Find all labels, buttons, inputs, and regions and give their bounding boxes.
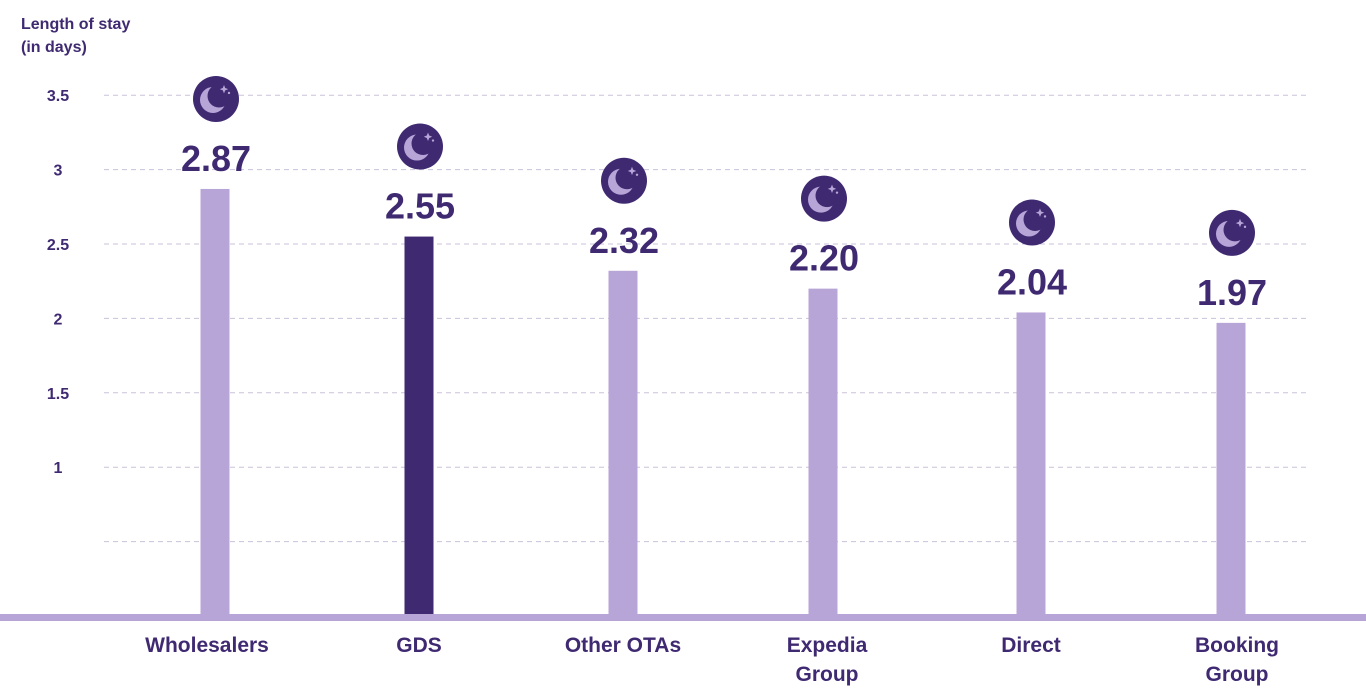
- marker-icons: [193, 75, 1255, 256]
- value-label: 1.97: [1197, 272, 1267, 313]
- x-tick-label: Booking Group: [1137, 631, 1337, 689]
- x-axis: [0, 614, 1366, 621]
- value-label: 2.87: [181, 138, 251, 179]
- moon-stars-icon: [193, 75, 239, 122]
- y-tick-label: 1.5: [47, 386, 69, 403]
- y-axis-title-line-2: (in days): [21, 39, 87, 56]
- x-tick-label-line: Other OTAs: [564, 634, 682, 657]
- y-axis-title: Length of stay (in days): [21, 13, 130, 59]
- bar: [608, 270, 638, 616]
- x-tick-label: Direct: [931, 631, 1131, 660]
- x-tick-label: Wholesalers: [107, 631, 307, 660]
- y-axis-title-line-1: Length of stay: [21, 16, 131, 33]
- x-tick-label-line: Group: [1205, 663, 1269, 686]
- x-tick-label-line: GDS: [396, 634, 442, 657]
- moon-stars-icon: [601, 157, 647, 204]
- bar: [1216, 322, 1246, 616]
- y-tick-labels: 3.5 3 2.5 2 1.5 1: [47, 88, 69, 477]
- x-tick-label: Expedia Group: [727, 631, 927, 689]
- x-axis-line: [0, 614, 1366, 621]
- bar: [808, 288, 838, 616]
- value-labels: 2.87 2.55 2.32 2.20 2.04 1.97: [181, 138, 1267, 313]
- bars: [200, 188, 1246, 616]
- bar: [1016, 312, 1046, 616]
- value-label: 2.04: [997, 261, 1067, 302]
- bar: [200, 188, 230, 616]
- y-tick-label: 3: [54, 163, 63, 180]
- y-tick-label: 3.5: [47, 88, 69, 105]
- x-tick-label-line: Group: [795, 663, 859, 686]
- x-tick-label-line: Wholesalers: [145, 634, 269, 657]
- x-tick-label-line: Expedia: [786, 634, 868, 657]
- gridlines: [104, 94, 1308, 543]
- x-tick-label: Other OTAs: [523, 631, 723, 660]
- x-tick-label-line: Direct: [1001, 634, 1061, 657]
- y-tick-label: 1: [54, 460, 63, 477]
- value-label: 2.20: [789, 238, 859, 279]
- y-tick-label: 2: [54, 311, 63, 328]
- bar: [404, 236, 434, 616]
- moon-stars-icon: [397, 123, 443, 170]
- x-tick-label: GDS: [319, 631, 519, 660]
- x-tick-label-line: Booking: [1195, 634, 1279, 657]
- value-label: 2.32: [589, 220, 659, 261]
- moon-stars-icon: [1209, 209, 1255, 256]
- moon-stars-icon: [1009, 199, 1055, 246]
- moon-stars-icon: [801, 175, 847, 222]
- y-tick-label: 2.5: [47, 237, 69, 254]
- value-label: 2.55: [385, 186, 455, 227]
